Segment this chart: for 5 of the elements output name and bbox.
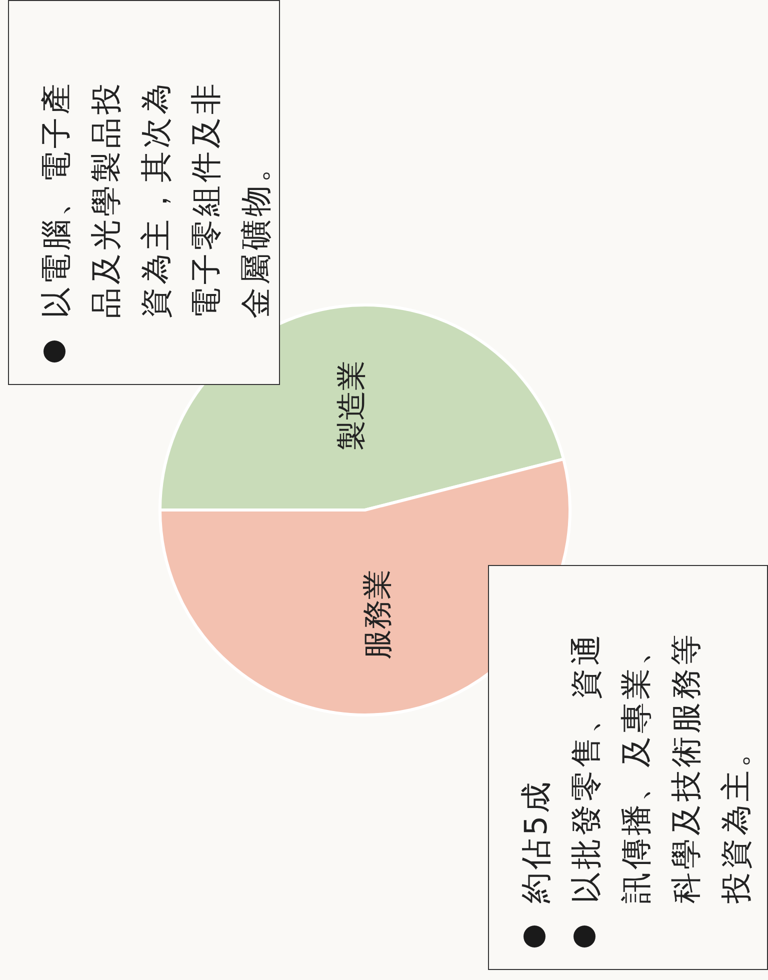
slice-label: 製造業 xyxy=(334,360,370,450)
text: 約佔5成 xyxy=(518,778,554,903)
text: 以電腦、電子產品及光學製品投資為主，其次為電子零組件及非金屬礦物。 xyxy=(38,80,274,318)
slice-label: 服務業 xyxy=(360,570,396,660)
text: 以批發零售、資通訊傳播、及專業、科學及技術服務等投資為主。 xyxy=(568,631,754,903)
